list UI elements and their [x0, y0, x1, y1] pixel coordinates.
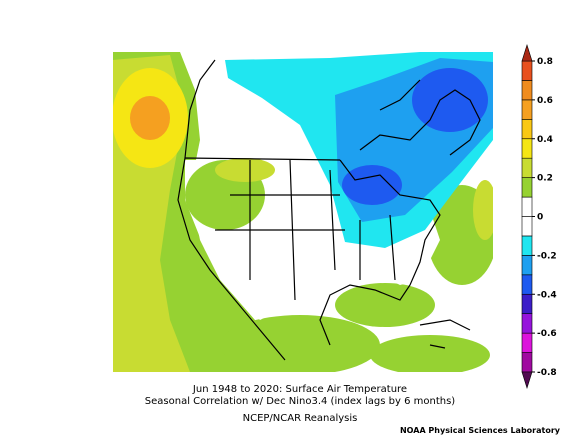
- colorbar-band: [521, 177, 533, 198]
- yellow-green-region: [473, 180, 493, 240]
- colorbar-tick-label: -0.2: [537, 251, 557, 261]
- colorbar-band: [521, 157, 533, 178]
- coastline: [177, 157, 441, 361]
- colorbar-tick-label: 0.8: [537, 57, 553, 67]
- colorbar-band: [521, 99, 533, 120]
- colorbar-band: [521, 216, 533, 237]
- colorbar-tick-label: 0.4: [537, 135, 553, 145]
- blue-region: [412, 68, 488, 132]
- colorbar-tick-label: -0.6: [537, 329, 557, 339]
- orange-region: [130, 96, 170, 140]
- blue-region: [342, 165, 402, 205]
- colorbar-band: [521, 80, 533, 101]
- source: NCEP/NCAR Reanalysis: [243, 413, 358, 424]
- credit: NOAA Physical Sciences Laboratory: [400, 426, 561, 435]
- colorbar-extension: [521, 371, 533, 390]
- colorbar-tick-label: -0.4: [537, 290, 557, 300]
- colorbar-tick-label: -0.8: [537, 368, 557, 378]
- colorbar-band: [521, 235, 533, 256]
- yellow-green-region: [215, 158, 275, 182]
- green-region: [220, 315, 380, 372]
- colorbar-tick-label: 0.6: [537, 96, 553, 106]
- colorbar-band: [521, 255, 533, 276]
- colorbar-band: [521, 352, 533, 373]
- colorbar-band: [521, 119, 533, 140]
- green-region: [335, 283, 435, 327]
- colorbar-tick-label: 0: [537, 213, 543, 223]
- colorbar-band: [521, 138, 533, 159]
- green-region: [370, 335, 490, 372]
- coastline: [184, 59, 481, 159]
- colorbar-band: [521, 60, 533, 81]
- colorbar-tick-label: 0.2: [537, 174, 553, 184]
- map: [113, 52, 493, 372]
- colorbar-band: [521, 293, 533, 314]
- title-line: Seasonal Correlation w/ Dec Nino3.4 (ind…: [145, 396, 455, 407]
- title-line: Jun 1948 to 2020: Surface Air Temperatur…: [192, 384, 407, 395]
- coastline: [419, 319, 471, 349]
- colorbar-band: [521, 274, 533, 295]
- colorbar-band: [521, 196, 533, 217]
- colorbar-band: [521, 332, 533, 353]
- state-border: [215, 159, 396, 301]
- colorbar-band: [521, 313, 533, 334]
- colorbar: 0.8 0.6 0.4 0.2 0 -0.2 -0.4 -0.6 -0.8: [521, 43, 557, 390]
- colorbar-extension: [521, 43, 533, 62]
